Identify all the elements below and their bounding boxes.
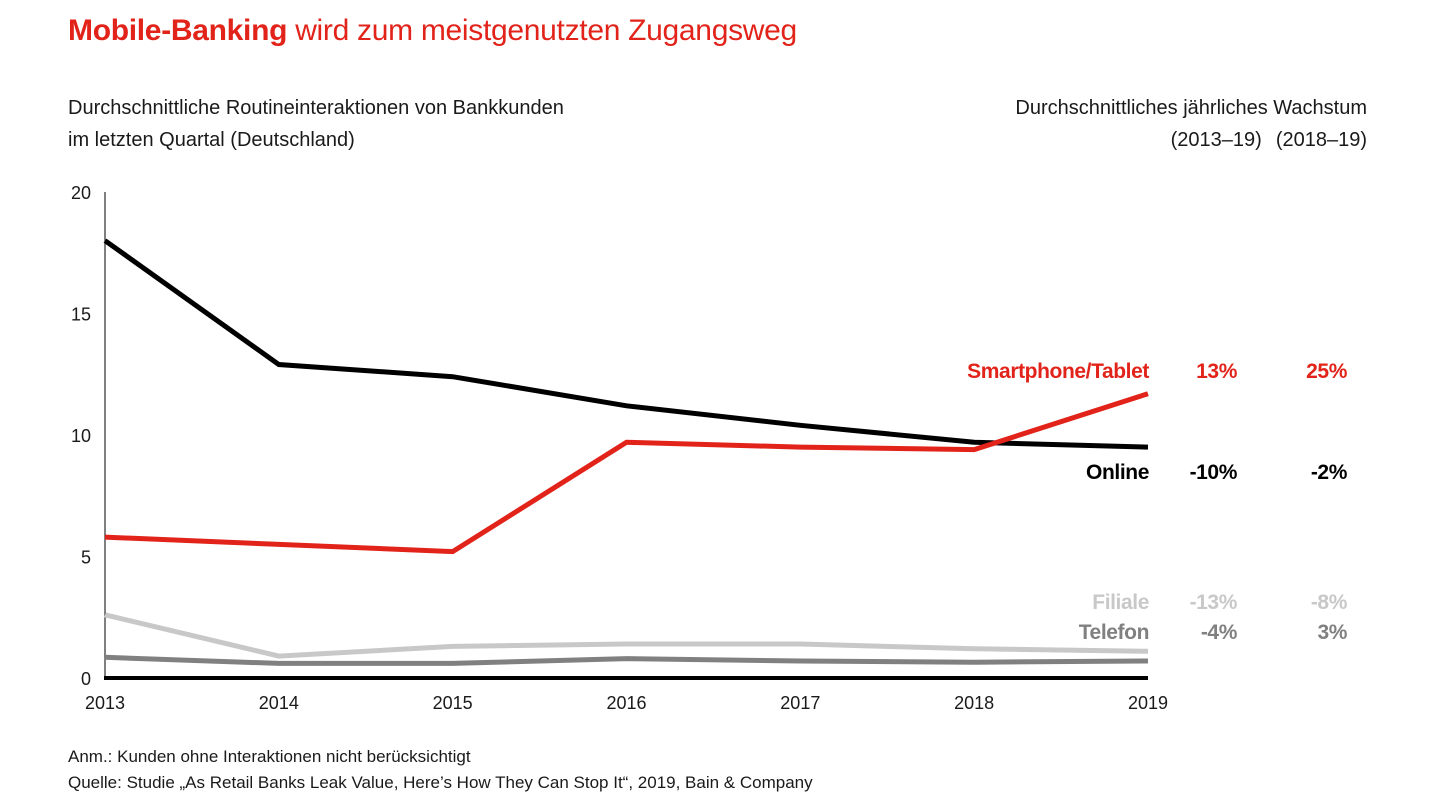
series-line-smartphone-tablet (104, 391, 1149, 555)
y-tick-label: 5 (81, 548, 91, 568)
chart-subtitle: Durchschnittliche Routineinteraktionen v… (68, 92, 564, 156)
x-tick-label: 2016 (606, 693, 646, 713)
growth-2013-19-telefon: -4% (1201, 621, 1238, 644)
series-label-online: Online (1086, 461, 1149, 484)
y-tick-label: 0 (81, 669, 91, 689)
growth-col-2018-19: (2018–19) (1275, 129, 1367, 151)
footnote: Anm.: Kunden ohne Interaktionen nicht be… (68, 747, 471, 766)
subtitle-line-2: im letzten Quartal (Deutschland) (68, 129, 355, 151)
subtitle-line-1: Durchschnittliche Routineinteraktionen v… (68, 97, 564, 119)
growth-header-columns: (2013–19) (2018–19) (1015, 124, 1367, 156)
growth-2013-19-smartphone-tablet: 13% (1196, 360, 1238, 383)
series-label-filiale: Filiale (1092, 591, 1149, 614)
growth-2013-19-online: -10% (1190, 461, 1238, 484)
x-tick-label: 2017 (780, 693, 820, 713)
y-tick-label: 15 (71, 305, 91, 325)
x-tick-label: 2014 (259, 693, 299, 713)
x-tick-label: 2015 (433, 693, 473, 713)
footer-notes: Anm.: Kunden ohne Interaktionen nicht be… (68, 744, 813, 796)
chart-title-rest: wird zum meistgenutzten Zugangsweg (295, 14, 797, 47)
growth-2013-19-filiale: -13% (1190, 591, 1238, 614)
series-line-online (103, 238, 1149, 450)
growth-2018-19-filiale: -8% (1311, 591, 1348, 614)
growth-2018-19-online: -2% (1311, 461, 1348, 484)
series-label-telefon: Telefon (1079, 621, 1149, 644)
series-label-smartphone-tablet: Smartphone/Tablet (967, 360, 1149, 383)
x-tick-label: 2018 (954, 693, 994, 713)
y-tick-label: 10 (71, 426, 91, 446)
chart-title: Mobile-Banking wird zum meistgenutzten Z… (68, 14, 797, 48)
source-note: Quelle: Studie „As Retail Banks Leak Val… (68, 773, 813, 792)
chart-title-bold: Mobile-Banking (68, 14, 288, 47)
series-line-filiale (104, 612, 1149, 659)
series-line-telefon (104, 654, 1149, 666)
growth-header-title: Durchschnittliches jährliches Wachstum (1015, 97, 1367, 119)
growth-2018-19-telefon: 3% (1317, 621, 1347, 644)
x-tick-label: 2019 (1128, 693, 1168, 713)
growth-2018-19-smartphone-tablet: 25% (1306, 360, 1348, 383)
y-tick-label: 20 (71, 183, 91, 203)
growth-col-2013-19: (2013–19) (1170, 129, 1262, 151)
x-tick-label: 2013 (85, 693, 125, 713)
growth-header: Durchschnittliches jährliches Wachstum (… (1015, 92, 1367, 156)
